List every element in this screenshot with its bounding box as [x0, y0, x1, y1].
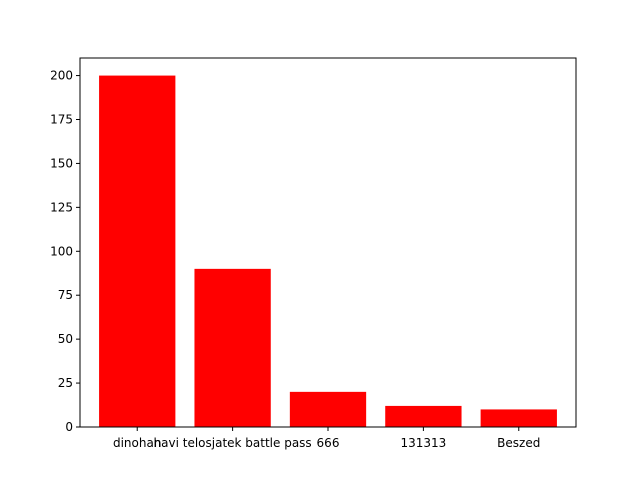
bar-1 — [194, 268, 271, 427]
y-axis-ticks: 0 25 50 75 100 125 150 175 200 — [50, 69, 80, 434]
y-tick-label-8: 200 — [50, 69, 73, 83]
y-tick-label-4: 100 — [50, 244, 73, 258]
x-tick-label-2: 666 — [317, 436, 340, 450]
y-tick-label-7: 175 — [50, 113, 73, 127]
y-tick-label-1: 25 — [58, 376, 73, 390]
bar-0 — [99, 75, 176, 428]
x-tick-label-1: havi telosjatek battle pass — [154, 436, 312, 450]
x-tick-label-0: dinohan — [113, 436, 161, 450]
y-tick-label-3: 75 — [58, 288, 73, 302]
y-tick-label-0: 0 — [65, 420, 73, 434]
y-tick-label-6: 150 — [50, 156, 73, 170]
bar-group — [99, 75, 557, 428]
plot-frame — [79, 57, 577, 428]
y-tick-label-5: 125 — [50, 200, 73, 214]
x-tick-label-3: 131313 — [400, 436, 446, 450]
bar-4 — [480, 409, 557, 427]
y-tick-label-2: 50 — [58, 332, 73, 346]
x-tick-label-4: Beszed — [497, 436, 540, 450]
bar-3 — [385, 405, 462, 427]
bar-2 — [289, 391, 367, 427]
